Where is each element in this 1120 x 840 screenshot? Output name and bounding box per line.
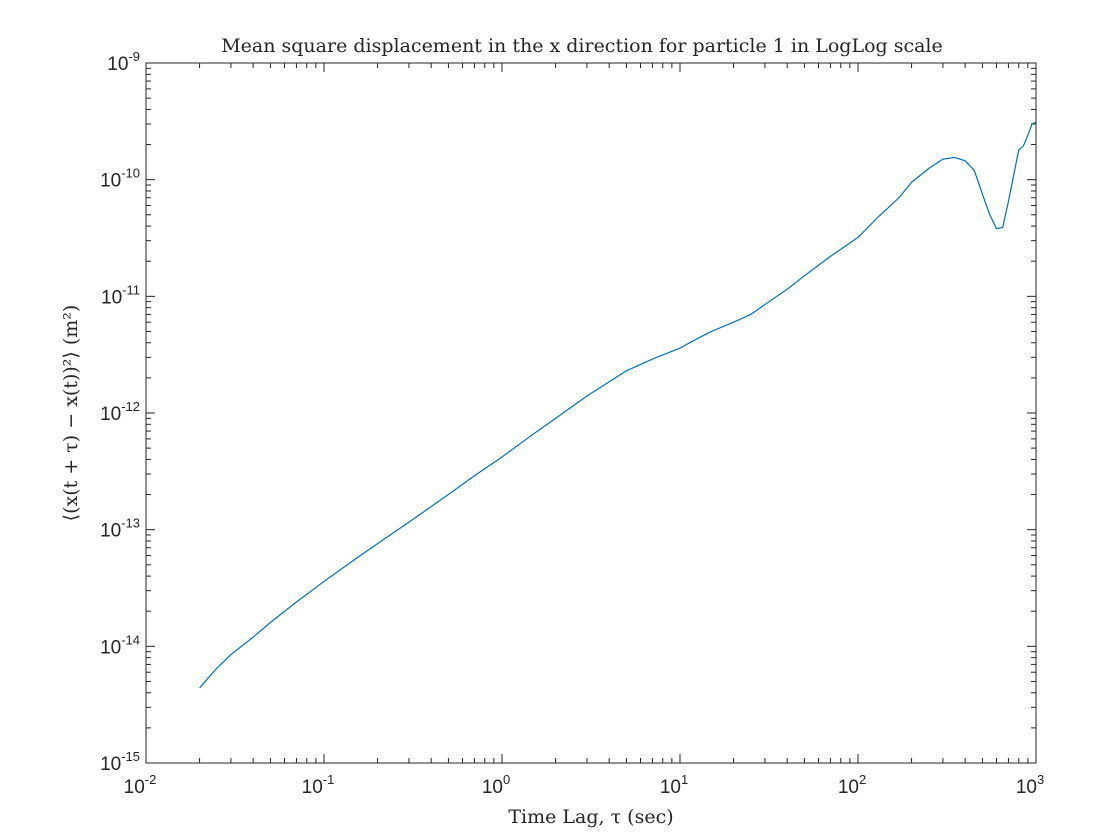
x-tick-labels: 10-2 10-1 100 101 102 103 (124, 772, 1045, 798)
y-axis-label: ⟨(x(t + τ) − x(t))²⟩ (m²) (60, 305, 82, 522)
x-tick-label: 10-2 (124, 772, 157, 798)
x-tick-label: 102 (838, 772, 866, 798)
x-tick-base: 10 (660, 777, 681, 798)
x-tick-exponent: 2 (859, 772, 866, 787)
x-tick-label: 103 (1016, 772, 1044, 798)
y-tick-label: 10-10 (100, 166, 140, 192)
y-tick-exponent: -11 (122, 282, 140, 297)
x-tick-label: 100 (482, 772, 510, 798)
y-tick-base: 10 (100, 521, 121, 542)
y-tick-exponent: -9 (128, 49, 140, 64)
x-tick-exponent: 3 (1037, 772, 1044, 787)
x-tick-exponent: 0 (503, 772, 510, 787)
y-tick-base: 10 (100, 171, 121, 192)
x-tick-base: 10 (838, 777, 859, 798)
y-tick-label: 10-12 (100, 399, 140, 425)
x-axis-label: Time Lag, τ (sec) (508, 806, 673, 828)
series-1-line (199, 121, 1037, 689)
x-tick-base: 10 (124, 777, 145, 798)
x-tick-label: 10-1 (302, 772, 335, 798)
axis-ticks (145, 62, 1037, 764)
chart-title: Mean square displacement in the x direct… (221, 35, 943, 57)
y-tick-base: 10 (107, 54, 128, 75)
x-tick-exponent: -1 (323, 772, 335, 787)
y-tick-exponent: -15 (121, 749, 140, 764)
x-tick-base: 10 (302, 777, 323, 798)
x-tick-exponent: -2 (145, 772, 157, 787)
y-tick-base: 10 (100, 404, 121, 425)
x-tick-label: 101 (660, 772, 688, 798)
y-tick-exponent: -10 (121, 166, 140, 181)
y-tick-label: 10-11 (101, 282, 140, 308)
x-tick-exponent: 1 (681, 772, 688, 787)
y-tick-base: 10 (101, 287, 122, 308)
y-tick-label: 10-13 (100, 516, 140, 542)
y-tick-exponent: -14 (121, 632, 140, 647)
y-tick-label: 10-15 (100, 749, 140, 775)
x-tick-base: 10 (1016, 777, 1037, 798)
y-tick-exponent: -12 (121, 399, 140, 414)
y-tick-base: 10 (100, 637, 121, 658)
x-tick-base: 10 (482, 777, 503, 798)
y-tick-label: 10-14 (100, 632, 140, 658)
y-tick-label: 10-9 (107, 49, 140, 75)
y-tick-base: 10 (100, 754, 121, 775)
axes-frame (145, 62, 1037, 764)
plot-area (146, 63, 1036, 763)
y-tick-exponent: -13 (121, 516, 140, 531)
